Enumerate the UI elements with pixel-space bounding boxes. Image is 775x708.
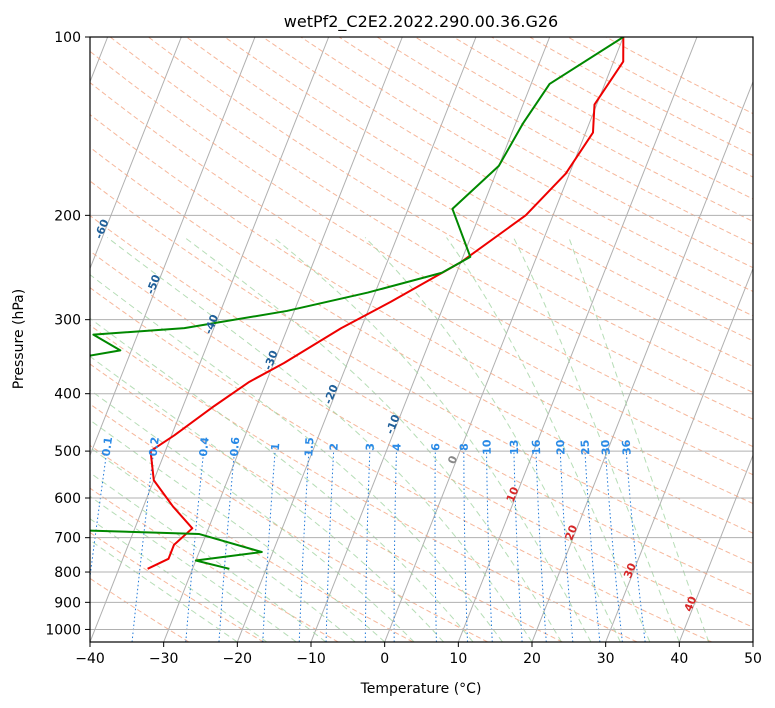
y-tick-label: 500: [54, 444, 81, 460]
moist-adiabat-line: [90, 317, 474, 642]
mixing-ratio-label: 6: [429, 443, 442, 451]
chart-title: wetPf2_C2E2.2022.290.00.36.G26: [284, 12, 558, 32]
y-tick-label: 1000: [45, 622, 81, 638]
moist-adiabat-line: [90, 472, 327, 642]
isotherm-line: [384, 37, 624, 642]
mixing-ratio-label: 0.1: [100, 436, 116, 457]
background-lines: [90, 37, 753, 642]
isotherm-line: [90, 37, 182, 270]
dry-adiabat-line: [453, 37, 753, 200]
dry-adiabat-line: [90, 363, 563, 642]
moist-adiabat-line: [90, 355, 444, 642]
mixing-ratio-label: 3: [364, 443, 377, 451]
y-axis-label: Pressure (hPa): [11, 289, 27, 389]
moist-adiabat-line: [107, 237, 533, 642]
x-tick-label: 20: [523, 651, 541, 667]
y-tick-label: 700: [54, 531, 81, 547]
y-tick-label: 400: [54, 387, 81, 403]
dry-adiabat-line: [90, 287, 712, 642]
isotherm-line: [90, 37, 256, 457]
moist-adiabat-line: [273, 237, 592, 642]
mixing-ratio-label: 25: [578, 439, 592, 455]
mixing-ratio-label: 2: [327, 443, 340, 451]
isotherm-line: [457, 37, 698, 642]
dewpoint-profile-line: [90, 37, 624, 570]
x-tick-label: −40: [75, 651, 105, 667]
isotherm-label: 40: [682, 594, 700, 613]
y-tick-label: 200: [54, 208, 81, 224]
y-axis: 100 200 300 400 500 600 700 800 900 1000: [45, 30, 90, 638]
moist-adiabat-line: [364, 237, 621, 642]
mixing-ratio-label: 0.6: [228, 436, 243, 457]
isotherm-line: [90, 37, 330, 642]
x-tick-label: 50: [744, 651, 762, 667]
mixing-ratio-label: 0.2: [147, 436, 162, 457]
dry-adiabat-line: [224, 37, 753, 342]
mixing-ratio-label: 10: [480, 439, 493, 455]
isotherm-label: 30: [621, 561, 639, 580]
dry-adiabat-line: [90, 444, 414, 642]
x-tick-label: 30: [597, 651, 615, 667]
moist-adiabat-line: [90, 539, 238, 642]
mixing-ratio-label: 36: [620, 439, 634, 456]
mixing-ratio-label: 4: [390, 443, 403, 451]
y-tick-label: 800: [54, 565, 81, 581]
mixing-ratio-label: 20: [554, 439, 568, 455]
dry-adiabat-line: [90, 113, 753, 505]
moist-adiabat-line: [90, 419, 386, 642]
mixing-ratio-line: [625, 451, 646, 642]
isotherm-label: 10: [504, 485, 522, 504]
dry-adiabat-line: [90, 81, 753, 476]
x-tick-label: −30: [149, 651, 179, 667]
dry-adiabat-line: [338, 37, 753, 269]
dry-adiabat-line: [300, 37, 753, 293]
dry-adiabat-line: [491, 37, 753, 178]
y-tick-label: 100: [54, 30, 81, 46]
dry-adiabat-line: [186, 37, 753, 367]
temperature-profile-line: [147, 37, 625, 570]
moist-adiabat-line: [446, 237, 651, 642]
dry-adiabat-line: [148, 37, 753, 393]
moist-adiabat-line: [90, 389, 415, 642]
mixing-ratio-label: 1: [269, 443, 283, 452]
x-tick-label: 0: [380, 651, 389, 667]
dry-adiabat-line: [90, 487, 339, 642]
y-tick-label: 300: [54, 313, 81, 329]
x-axis: −40 −30 −20 −10 0 10 20 30 40 50: [75, 642, 762, 667]
x-axis-label: Temperature (°C): [360, 681, 482, 697]
isotherm-label: 20: [562, 523, 580, 542]
moist-adiabat-line: [184, 237, 562, 642]
mixing-ratio-label: 16: [530, 439, 544, 455]
mixing-ratio-label: 8: [458, 443, 471, 451]
mixing-ratio-label: 1.5: [302, 437, 316, 457]
dry-adiabat-line: [90, 50, 753, 448]
isotherm-line: [236, 37, 477, 642]
moist-adiabat-line: [90, 518, 268, 642]
mixing-ratio-label: 30: [599, 439, 613, 456]
mixing-ratio-line: [131, 451, 155, 642]
dry-adiabat-line: [90, 214, 753, 596]
y-tick-label: 900: [54, 595, 81, 611]
mixing-ratio-line: [90, 451, 108, 581]
isotherm-line: [163, 37, 403, 642]
x-tick-label: −20: [223, 651, 253, 667]
moist-adiabat-line: [568, 237, 710, 642]
plot-frame: [89, 36, 754, 643]
moist-adiabat-line: [90, 274, 503, 642]
moist-adiabat-line: [90, 495, 297, 642]
dry-adiabat-line: [90, 324, 638, 642]
dry-adiabat-line: [109, 37, 753, 420]
x-tick-label: −10: [296, 651, 326, 667]
x-tick-label: 10: [449, 651, 467, 667]
isotherm-line: [605, 267, 753, 642]
mixing-ratio-label: 13: [508, 439, 521, 455]
profile-series: [90, 37, 625, 570]
isotherm-line: [678, 453, 753, 642]
y-tick-label: 600: [54, 491, 81, 507]
x-tick-label: 40: [670, 651, 688, 667]
mixing-ratio-label: 0.4: [197, 436, 212, 457]
pressure-gridlines: [90, 37, 753, 630]
